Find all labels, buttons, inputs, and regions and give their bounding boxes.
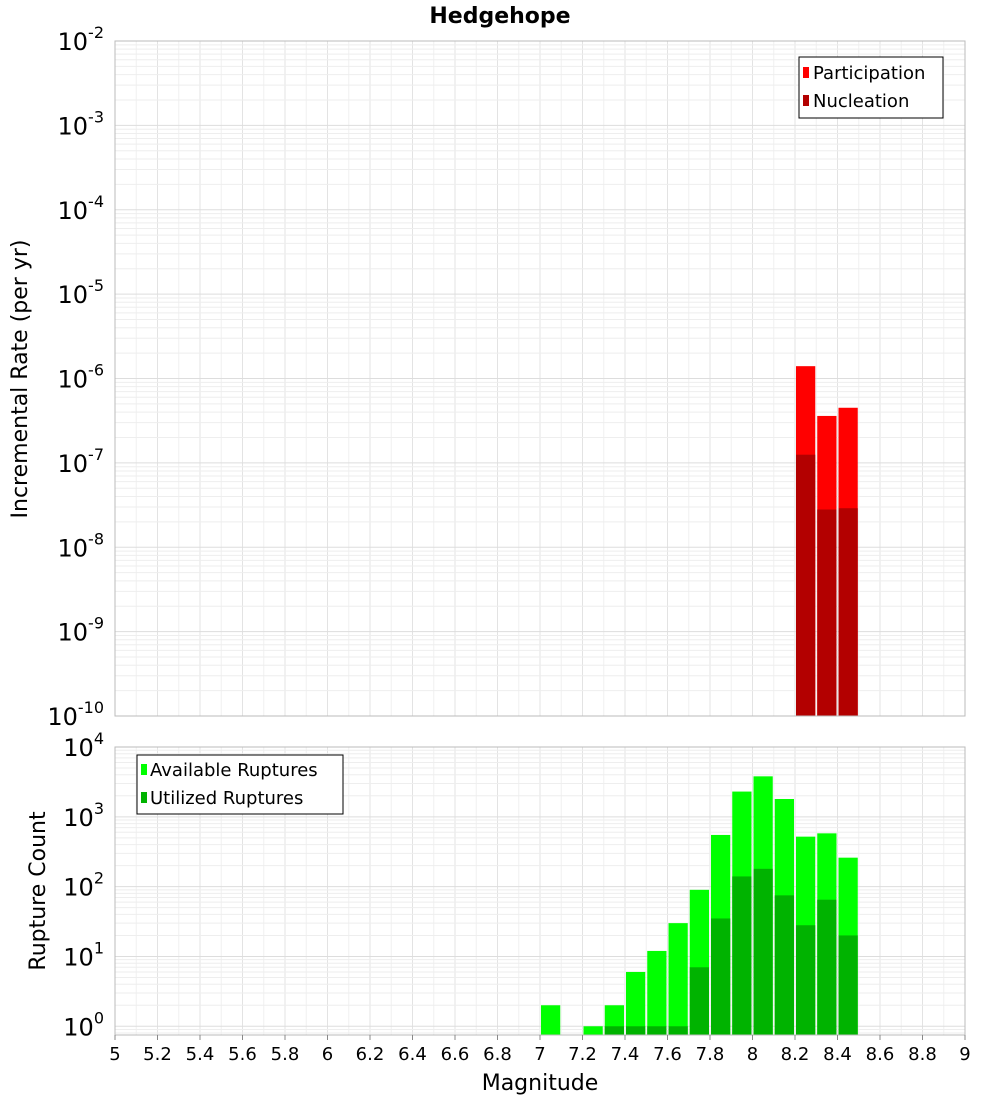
top-y-tick-label: 10-2 [58, 23, 105, 56]
legend-utilized-label: Utilized Ruptures [150, 788, 303, 809]
bottom-bar-available-ruptures [647, 950, 667, 1035]
x-ticks: 5 5.2 5.4 5.6 5.8 6 6.2 6.4 6.6 6.8 7 7.2 7.4 7.6 7.8 8… [109, 1035, 971, 1065]
top-y-tick-label: 10-7 [58, 445, 105, 478]
bottom-bar-utilized-ruptures [604, 1026, 624, 1035]
x-tick-label: 5.4 [186, 1044, 215, 1065]
bottom-bar-utilized-ruptures [647, 1026, 667, 1035]
bottom-y-tick-label: 103 [63, 799, 104, 832]
bottom-y-tick-label: 102 [63, 869, 104, 902]
bottom-bar-available-ruptures [626, 971, 646, 1035]
bottom-bar-utilized-ruptures [796, 925, 816, 1035]
top-y-axis-label: Incremental Rate (per yr) [8, 240, 33, 519]
x-tick-label: 7.8 [696, 1044, 725, 1065]
top-grid [114, 40, 966, 717]
bottom-bar-utilized-ruptures [711, 918, 731, 1035]
legend-nucleation-label: Nucleation [813, 91, 909, 112]
bottom-bar-utilized-ruptures [626, 1026, 646, 1035]
top-y-ticks: 10-10 10-9 10-8 10-7 10-6 10-5 10-4 10-3 10-2 [47, 23, 104, 731]
x-tick-label: 8.6 [866, 1044, 895, 1065]
bottom-bar-utilized-ruptures [838, 935, 858, 1035]
bottom-y-tick-label: 101 [63, 938, 104, 971]
bottom-bar-utilized-ruptures [817, 899, 837, 1035]
x-tick-label: 8.2 [781, 1044, 810, 1065]
bottom-bar-utilized-ruptures [668, 1026, 688, 1035]
x-tick-label: 7.2 [568, 1044, 597, 1065]
top-bars [796, 366, 858, 716]
x-tick-label: 8.4 [823, 1044, 852, 1065]
bottom-legend: Available Ruptures Utilized Ruptures [136, 754, 344, 815]
x-tick-label: 5 [109, 1044, 120, 1065]
x-axis-label: Magnitude [482, 1071, 599, 1096]
bottom-bar-utilized-ruptures [689, 967, 709, 1035]
bottom-bar-utilized-ruptures [774, 895, 794, 1035]
bottom-y-axis-label: Rupture Count [26, 811, 51, 971]
top-bar-nucleation [796, 454, 816, 716]
bottom-y-ticks: 100 101 102 103 104 [63, 729, 104, 1041]
x-tick-label: 5.8 [271, 1044, 300, 1065]
top-y-tick-label: 10-6 [58, 361, 105, 394]
bottom-bar-available-ruptures [583, 1026, 603, 1035]
top-bar-nucleation [817, 509, 837, 716]
x-tick-label: 7.6 [653, 1044, 682, 1065]
legend-available-label: Available Ruptures [150, 760, 318, 781]
legend-utilized-swatch [141, 792, 147, 803]
bottom-bar-utilized-ruptures [753, 868, 773, 1035]
legend-available-swatch [141, 764, 147, 775]
x-tick-label: 6.2 [356, 1044, 385, 1065]
bottom-y-tick-label: 104 [63, 729, 104, 762]
bottom-bars [541, 776, 858, 1035]
legend-participation-swatch [803, 67, 809, 78]
bottom-bar-available-ruptures [541, 1005, 561, 1035]
bottom-bar-utilized-ruptures [732, 876, 752, 1035]
legend-nucleation-swatch [803, 95, 809, 106]
x-tick-label: 7 [534, 1044, 545, 1065]
chart-title: Hedgehope [429, 4, 570, 29]
x-tick-label: 5.6 [228, 1044, 257, 1065]
x-tick-label: 5.2 [143, 1044, 172, 1065]
top-bar-nucleation [838, 508, 858, 716]
bottom-y-tick-label: 100 [63, 1008, 104, 1041]
top-y-tick-label: 10-8 [58, 529, 105, 562]
top-plot-frame [114, 40, 966, 717]
x-tick-label: 9 [959, 1044, 970, 1065]
x-tick-label: 6.4 [398, 1044, 427, 1065]
top-legend: Participation Nucleation [798, 56, 944, 119]
x-tick-label: 6.8 [483, 1044, 512, 1065]
x-tick-label: 8 [747, 1044, 758, 1065]
top-y-tick-label: 10-5 [58, 276, 105, 309]
x-tick-label: 6.6 [441, 1044, 470, 1065]
x-tick-label: 6 [322, 1044, 333, 1065]
legend-participation-label: Participation [813, 63, 925, 84]
top-y-tick-label: 10-9 [58, 614, 105, 647]
top-y-tick-label: 10-4 [58, 192, 105, 225]
top-y-tick-label: 10-3 [58, 107, 105, 140]
x-tick-label: 8.8 [908, 1044, 937, 1065]
x-tick-label: 7.4 [611, 1044, 640, 1065]
bottom-bar-available-ruptures [668, 923, 688, 1035]
top-y-tick-label: 10-10 [47, 698, 104, 731]
